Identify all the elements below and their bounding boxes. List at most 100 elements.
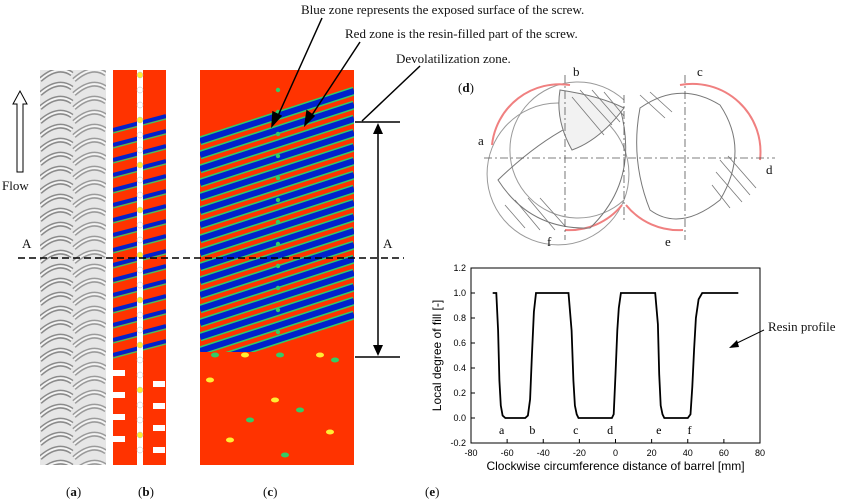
screw-flight-highlight xyxy=(73,111,106,123)
strip-dot xyxy=(136,251,144,259)
screw-flight-highlight xyxy=(73,279,106,291)
screw-flight-highlight xyxy=(73,433,106,445)
contour-blue-band xyxy=(200,130,354,186)
screw-flight-highlight xyxy=(40,279,73,291)
screw-flight-highlight xyxy=(40,167,73,179)
screw-flight-highlight xyxy=(73,377,106,389)
screw-flight-highlight xyxy=(73,181,106,193)
screw-flights xyxy=(40,70,106,465)
screw-flight-highlight xyxy=(73,251,106,263)
contour-specks xyxy=(206,87,339,458)
cross-section-diagram xyxy=(484,75,775,246)
contour-blue-band xyxy=(200,186,354,242)
screw-flight-highlight xyxy=(40,139,73,151)
contour-center-dot xyxy=(275,175,281,181)
contour-blue-band xyxy=(200,228,354,284)
strip-dot xyxy=(136,296,144,304)
profile-point-label: f xyxy=(688,423,692,437)
screw-flight-highlight xyxy=(40,97,73,109)
contour-blue-band xyxy=(200,158,354,214)
panel-label-e: (e) xyxy=(425,484,440,499)
screw-flight-highlight xyxy=(73,70,106,81)
screw-flight-highlight xyxy=(73,167,106,179)
strip-void xyxy=(153,425,165,431)
section-label-left: A xyxy=(22,236,32,251)
x-tick-label: 40 xyxy=(683,448,693,458)
contour-speck xyxy=(241,352,249,358)
fill-contour-panel xyxy=(200,70,354,465)
profile-point-label: b xyxy=(529,423,535,437)
contour-center-dot xyxy=(275,153,281,159)
screw-flight-highlight xyxy=(40,153,73,165)
screw-flight-highlight xyxy=(40,195,73,207)
strip-dot xyxy=(136,221,144,229)
screw-flight-highlight xyxy=(73,349,106,361)
devolatilization-dimension xyxy=(355,121,400,358)
x-tick-label: -60 xyxy=(501,448,514,458)
strip-dot xyxy=(136,311,144,319)
strip-dot xyxy=(136,206,144,214)
screw-flight-highlight xyxy=(40,349,73,361)
contour-blue-band xyxy=(200,116,354,172)
screw-flight-highlight xyxy=(40,377,73,389)
panel-label-b: (b) xyxy=(138,484,154,499)
screw-flight-highlight xyxy=(73,237,106,249)
blue-zone-annotation: Blue zone represents the exposed surface… xyxy=(301,2,585,17)
screw-flight-highlight xyxy=(73,307,106,319)
cs-point-f: f xyxy=(547,234,552,249)
contour-center-dot xyxy=(275,219,281,225)
section-label-right: A xyxy=(383,236,393,251)
cs-point-a: a xyxy=(478,133,484,148)
strip-void xyxy=(113,392,125,398)
cs-point-d: d xyxy=(766,162,773,177)
screw-flight-highlight xyxy=(73,265,106,277)
strip-dot xyxy=(136,386,144,394)
resin-profile-pointer xyxy=(732,329,765,346)
strip-dot xyxy=(136,101,144,109)
screw-flight-highlight xyxy=(40,307,73,319)
strip-dot xyxy=(136,191,144,199)
screw-flight-highlight xyxy=(40,405,73,417)
strip-dot xyxy=(136,116,144,124)
contour-speck xyxy=(211,352,219,358)
resin-profile-label: Resin profile xyxy=(768,319,836,334)
strip-dot xyxy=(136,71,144,79)
y-tick-label: 0.0 xyxy=(453,413,466,423)
contour-lower-fill xyxy=(200,352,354,465)
cs-point-c: c xyxy=(697,64,703,79)
x-tick-label: -80 xyxy=(464,448,477,458)
panel-label-d: (d) xyxy=(458,80,474,95)
strip-dot xyxy=(136,236,144,244)
contour-speck xyxy=(271,397,279,403)
contour-center-dot xyxy=(275,263,281,269)
contour-blue-band xyxy=(200,270,354,326)
screw-flight-highlight xyxy=(40,237,73,249)
contour-center-dot xyxy=(275,307,281,313)
contour-speck xyxy=(296,407,304,413)
screw-flight-highlight xyxy=(40,209,73,221)
strip-void xyxy=(153,447,165,453)
screw-flight-highlight xyxy=(40,251,73,263)
contour-center-dot xyxy=(275,285,281,291)
strip-dot xyxy=(136,446,144,454)
y-tick-label: 1.0 xyxy=(453,288,466,298)
contour-center-dot xyxy=(275,131,281,137)
x-tick-label: -20 xyxy=(573,448,586,458)
x-tick-label: 80 xyxy=(755,448,765,458)
strip-void xyxy=(113,436,125,442)
y-tick-label: 0.2 xyxy=(453,388,466,398)
screw-flight-highlight xyxy=(73,363,106,375)
screw-flight-highlight xyxy=(73,97,106,109)
panel-label-c: (c) xyxy=(263,484,278,499)
red-zone-annotation: Red zone is the resin-filled part of the… xyxy=(345,26,578,41)
contour-speck xyxy=(276,352,284,358)
strip-dot xyxy=(136,131,144,139)
strip-void xyxy=(153,403,165,409)
screw-flight-highlight xyxy=(73,405,106,417)
screw-flight-highlight xyxy=(73,419,106,431)
devolatilization-annotation: Devolatilization zone. xyxy=(396,51,511,66)
screw-flight-highlight xyxy=(40,223,73,235)
contour-blue-band xyxy=(200,102,354,158)
screw-flight-highlight xyxy=(81,461,106,465)
